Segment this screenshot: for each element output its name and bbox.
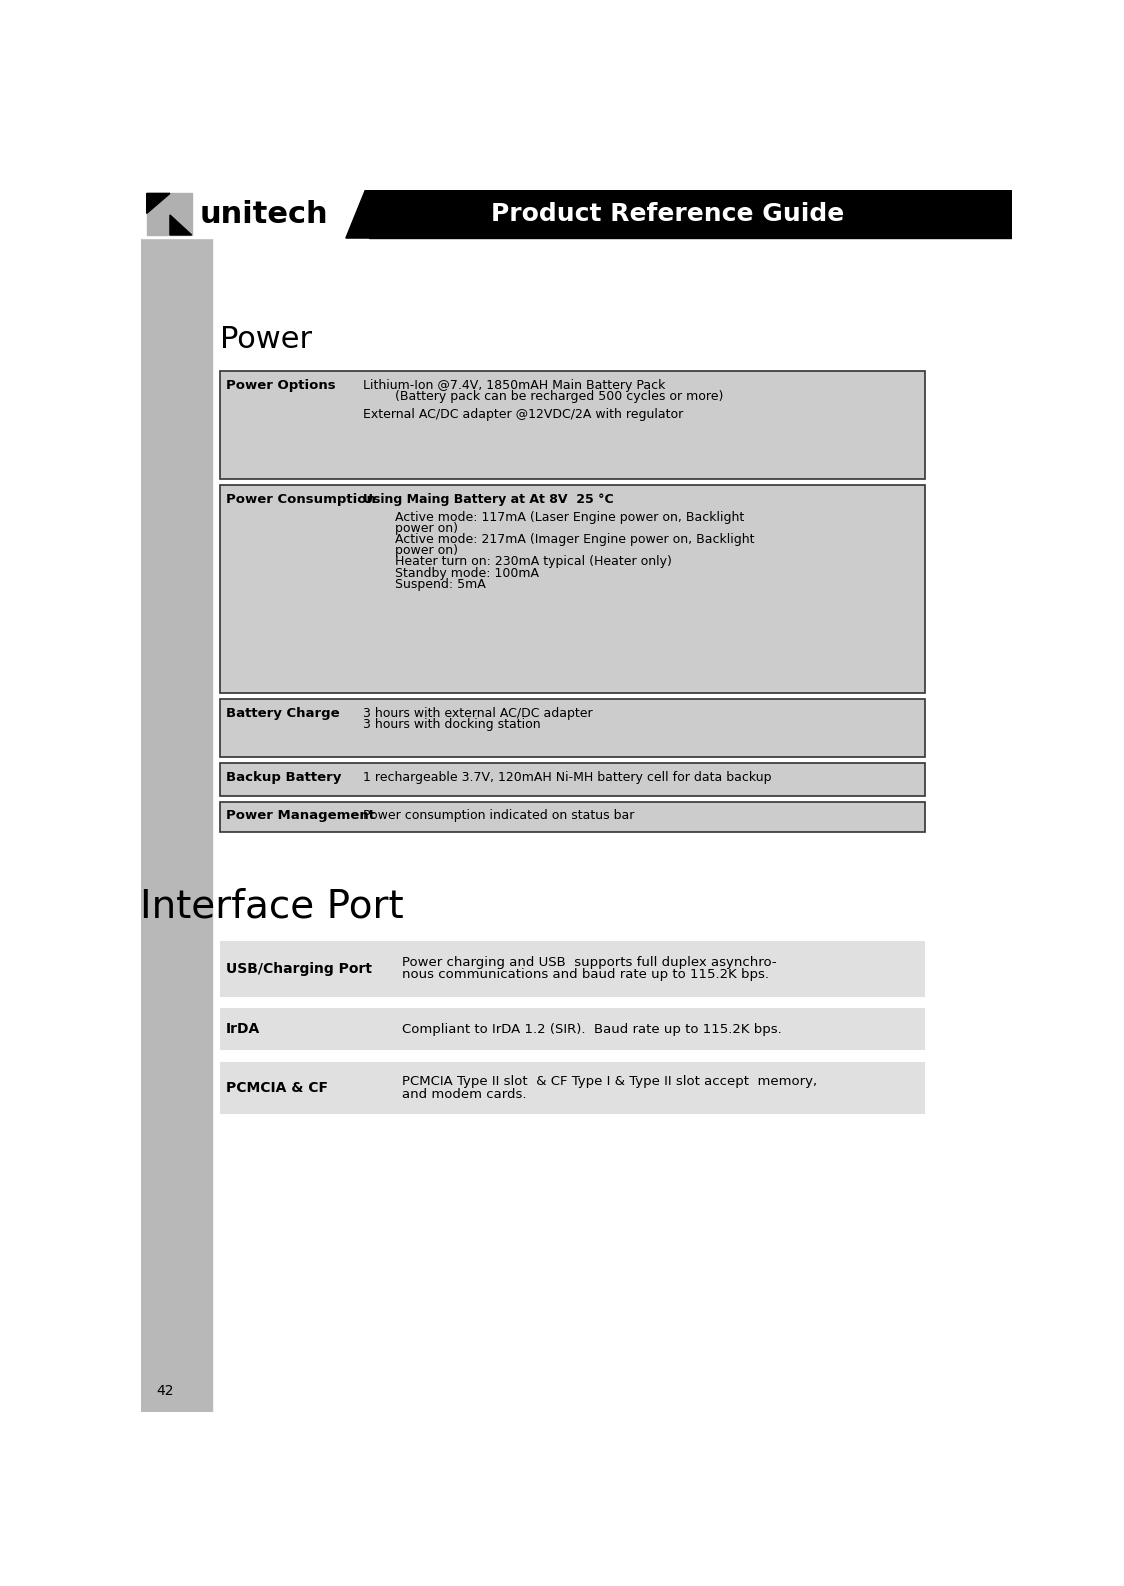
Text: 42: 42 — [156, 1383, 173, 1397]
Bar — [219, 371, 925, 479]
Text: 3 hours with docking station: 3 hours with docking station — [363, 718, 541, 731]
Text: PCMCIA Type II slot  & CF Type I & Type II slot accept  memory,: PCMCIA Type II slot & CF Type I & Type I… — [401, 1075, 817, 1088]
Bar — [219, 1009, 925, 1050]
Bar — [369, 190, 1012, 238]
Text: IrDA: IrDA — [226, 1023, 260, 1036]
Bar — [219, 485, 925, 693]
Text: 3 hours with external AC/DC adapter: 3 hours with external AC/DC adapter — [363, 707, 592, 720]
Text: USB/Charging Port: USB/Charging Port — [226, 961, 372, 975]
Polygon shape — [170, 216, 192, 235]
Text: Power charging and USB  supports full duplex asynchro-: Power charging and USB supports full dup… — [401, 956, 777, 969]
Text: Battery Charge: Battery Charge — [226, 707, 339, 720]
Text: Suspend: 5mA: Suspend: 5mA — [363, 577, 486, 590]
Text: Lithium-Ion @7.4V, 1850mAH Main Battery Pack: Lithium-Ion @7.4V, 1850mAH Main Battery … — [363, 379, 665, 392]
Bar — [219, 699, 925, 757]
Text: Heater turn on: 230mA typical (Heater only): Heater turn on: 230mA typical (Heater on… — [363, 555, 672, 568]
Bar — [140, 190, 211, 1412]
Polygon shape — [346, 190, 389, 238]
Text: (Battery pack can be recharged 500 cycles or more): (Battery pack can be recharged 500 cycle… — [363, 390, 724, 403]
Text: Power: Power — [219, 325, 311, 354]
Bar — [219, 940, 925, 996]
Bar — [140, 190, 381, 238]
Text: Power consumption indicated on status bar: Power consumption indicated on status ba… — [363, 809, 634, 823]
Text: unitech: unitech — [199, 200, 328, 228]
Text: Power Management: Power Management — [226, 809, 374, 823]
Bar — [219, 801, 925, 833]
Bar — [147, 193, 192, 235]
Text: Active mode: 217mA (Imager Engine power on, Backlight: Active mode: 217mA (Imager Engine power … — [363, 533, 754, 546]
Polygon shape — [147, 193, 170, 214]
Bar — [219, 1063, 925, 1115]
Text: External AC/DC adapter @12VDC/2A with regulator: External AC/DC adapter @12VDC/2A with re… — [363, 408, 683, 420]
Text: PCMCIA & CF: PCMCIA & CF — [226, 1082, 328, 1096]
Text: Power Options: Power Options — [226, 379, 335, 392]
Text: and modem cards.: and modem cards. — [401, 1088, 526, 1101]
Text: power on): power on) — [363, 544, 457, 557]
Bar — [219, 763, 925, 796]
Text: Interface Port: Interface Port — [140, 887, 405, 925]
Text: Compliant to IrDA 1.2 (SIR).  Baud rate up to 115.2K bps.: Compliant to IrDA 1.2 (SIR). Baud rate u… — [401, 1023, 781, 1036]
Text: Standby mode: 100mA: Standby mode: 100mA — [363, 566, 538, 579]
Text: Using Maing Battery at At 8V  25 °C: Using Maing Battery at At 8V 25 °C — [363, 493, 614, 506]
Text: Power Consumption: Power Consumption — [226, 493, 375, 506]
Text: power on): power on) — [363, 522, 457, 534]
Text: Backup Battery: Backup Battery — [226, 771, 341, 783]
Text: nous communications and baud rate up to 115.2K bps.: nous communications and baud rate up to … — [401, 969, 769, 982]
Text: Active mode: 117mA (Laser Engine power on, Backlight: Active mode: 117mA (Laser Engine power o… — [363, 511, 744, 523]
Text: Product Reference Guide: Product Reference Guide — [491, 201, 844, 227]
Text: 1 rechargeable 3.7V, 120mAH Ni-MH battery cell for data backup: 1 rechargeable 3.7V, 120mAH Ni-MH batter… — [363, 771, 771, 783]
